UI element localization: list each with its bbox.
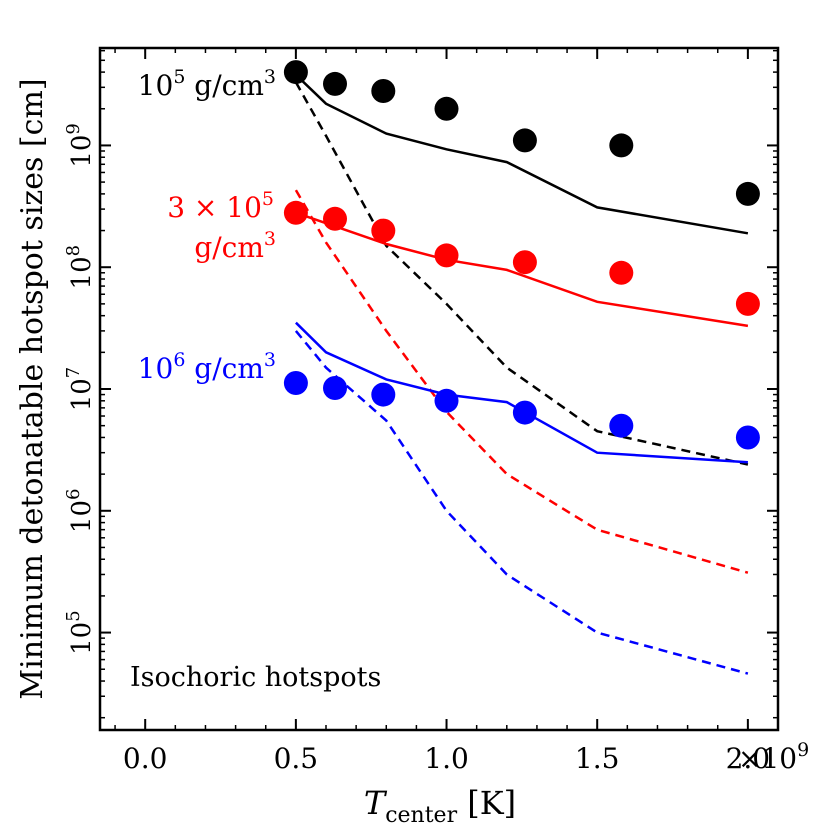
series-1-point bbox=[323, 206, 347, 231]
y-tick-base: 10 bbox=[67, 500, 97, 533]
y-tick-base: 10 bbox=[67, 378, 97, 411]
x-scale-base: ×10 bbox=[738, 742, 797, 775]
series-2-point bbox=[609, 413, 634, 438]
density-unit-exponent: 3 bbox=[264, 228, 276, 250]
series-2 bbox=[283, 321, 760, 675]
y-tick-label: 105 bbox=[63, 610, 97, 655]
y-tick-base: 10 bbox=[67, 256, 97, 289]
series-1-density-label: 3 × 105 bbox=[167, 188, 274, 224]
series-0-dashed-line bbox=[294, 81, 749, 466]
series-2-point bbox=[323, 376, 347, 400]
y-tick-label: 109 bbox=[63, 123, 97, 168]
density-exponent: 5 bbox=[262, 188, 274, 210]
annotation-isochoric-hotspots: Isochoric hotspots bbox=[130, 662, 381, 693]
series-1-dashed-line bbox=[294, 189, 749, 574]
density-exponent: 6 bbox=[173, 349, 185, 371]
density-unit-exponent: 3 bbox=[264, 349, 276, 371]
series-0-point bbox=[512, 128, 537, 153]
series-0-point bbox=[735, 181, 760, 206]
labels-layer: 0.0 0.5 1.0 1.5 2.0105106107108109×109Tcente… bbox=[15, 66, 809, 828]
series-1 bbox=[283, 189, 760, 574]
density-unit-exponent: 3 bbox=[264, 66, 276, 88]
x-tick-label: 2.0 bbox=[726, 742, 771, 775]
series-2-point bbox=[371, 382, 396, 407]
y-tick-base: 10 bbox=[67, 135, 97, 168]
series-1-point bbox=[609, 260, 634, 285]
x-tick-label: 0.5 bbox=[274, 742, 319, 775]
density-unit: g/cm bbox=[185, 352, 264, 385]
series-1-point bbox=[371, 218, 396, 243]
series-0-point bbox=[371, 79, 396, 103]
y-tick-exponent: 9 bbox=[63, 123, 84, 134]
series-2-point bbox=[283, 371, 308, 395]
x-tick-label: 0.0 bbox=[123, 742, 168, 775]
y-tick-label: 106 bbox=[63, 489, 97, 534]
series-0-point bbox=[434, 96, 459, 121]
x-tick-label: 1.5 bbox=[575, 742, 620, 775]
series-2-point bbox=[512, 400, 537, 425]
density-unit: g/cm bbox=[194, 231, 264, 264]
plot-frame bbox=[98, 46, 780, 732]
series-0-point bbox=[283, 60, 308, 85]
x-scale-multiplier: ×109 bbox=[738, 739, 809, 775]
y-axis-label: Minimum detonatable hotspot sizes [cm] bbox=[15, 78, 50, 699]
y-tick-exponent: 5 bbox=[63, 610, 84, 621]
y-tick-exponent: 7 bbox=[63, 367, 84, 378]
series-0 bbox=[283, 60, 760, 466]
series-0-solid-line bbox=[295, 73, 749, 235]
series-2-point bbox=[434, 388, 459, 413]
y-tick-base: 10 bbox=[67, 622, 97, 655]
x-axis-unit: [K] bbox=[457, 784, 516, 822]
x-axis-label: Tcenter [K] bbox=[364, 784, 516, 828]
density-base: 10 bbox=[138, 352, 174, 385]
series-0-point bbox=[323, 71, 347, 96]
series-2-point bbox=[735, 425, 760, 450]
y-tick-exponent: 6 bbox=[63, 489, 84, 500]
series-1-point bbox=[735, 291, 760, 316]
series-1-point bbox=[512, 250, 537, 275]
series-layer bbox=[283, 60, 760, 675]
series-2-dashed-line bbox=[294, 330, 749, 675]
series-1-point bbox=[434, 243, 459, 268]
x-axis-symbol: T bbox=[364, 784, 388, 822]
ticks-layer bbox=[100, 48, 778, 730]
series-2-solid-line bbox=[295, 321, 748, 464]
series-0-density-label: 105 g/cm3 bbox=[138, 66, 276, 102]
density-base: 10 bbox=[138, 69, 174, 102]
y-tick-label: 108 bbox=[63, 245, 97, 290]
density-base: 3 × 10 bbox=[167, 191, 262, 224]
series-2-density-label: 106 g/cm3 bbox=[138, 349, 276, 385]
density-exponent: 5 bbox=[173, 66, 185, 88]
series-1-density-label: g/cm3 bbox=[194, 228, 276, 264]
y-tick-label: 107 bbox=[63, 367, 97, 412]
x-tick-label: 1.0 bbox=[424, 742, 469, 775]
density-unit: g/cm bbox=[185, 69, 264, 102]
series-1-point bbox=[283, 200, 308, 225]
series-0-point bbox=[609, 133, 634, 158]
x-axis-subscript: center bbox=[385, 803, 457, 828]
x-scale-exponent: 9 bbox=[797, 739, 809, 761]
y-tick-exponent: 8 bbox=[63, 245, 84, 256]
